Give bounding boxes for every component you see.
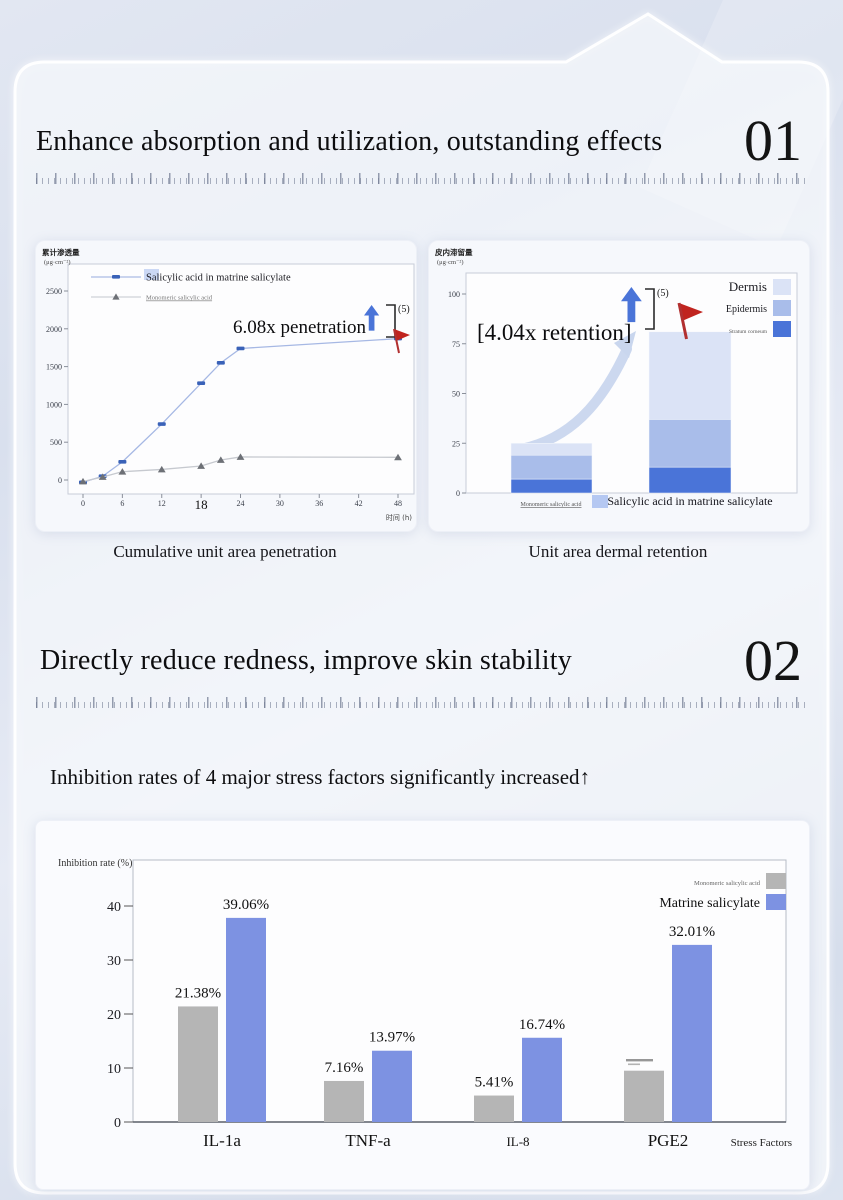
illegible-label [626,1059,653,1066]
y-axis: 0 500 1000 1500 2000 2500 累计渗透量 (μg·cm⁻²) [42,247,80,485]
inhibition-bar-chart: 0 10 20 30 40 Inhibition rate (%) 21.38% 3… [58,858,792,1150]
value-label: 32.01% [669,924,715,940]
svg-text:时间 (h): 时间 (h) [386,513,412,522]
bar-group-IL-1a: 21.38% 39.06% IL-1a [175,897,269,1150]
svg-text:Dermis: Dermis [729,279,767,294]
svg-text:12: 12 [158,499,166,508]
stacked-bar-monomeric [510,443,593,494]
legend-label-matrine: Salicylic acid in matrine salicylate [146,273,291,284]
legend-label-matrine: Matrine salicylate [659,896,760,911]
legend: Dermis Epidermis Stratum corneum [726,279,791,337]
red-flag-icon [393,328,410,354]
bar-group-PGE2: 32.01% PGE2 [624,924,715,1150]
svg-text:48: 48 [394,499,402,508]
svg-text:皮内滞留量: 皮内滞留量 [434,247,473,257]
red-flag-icon [677,302,703,340]
svg-text:20: 20 [107,1008,121,1023]
curved-arrow-head [614,331,636,358]
svg-text:1500: 1500 [46,363,62,372]
svg-text:24: 24 [237,499,245,508]
svg-text:36: 36 [315,499,323,508]
svg-text:0: 0 [58,476,62,485]
stacked-bar-matrine [648,331,732,494]
value-label: 21.38% [175,985,221,1001]
value-label: 16.74% [519,1017,565,1033]
x-axis: 0 6 12 18 24 30 36 42 48 时间 (h) [81,494,412,522]
caption-retention: Unit area dermal retention [528,542,708,561]
svg-text:50: 50 [452,390,460,399]
section-2-number: 02 [744,628,802,693]
penetration-line-chart: 0 500 1000 1500 2000 2500 累计渗透量 (μg·cm⁻²)… [42,247,415,522]
category-label: IL-1a [203,1131,241,1150]
x-axis-title: Stress Factors [731,1137,792,1149]
value-label: 7.16% [325,1060,364,1076]
penetration-chart-card: 0 500 1000 1500 2000 2500 累计渗透量 (μg·cm⁻²)… [35,240,417,532]
svg-text:30: 30 [107,954,121,969]
svg-text:1000: 1000 [46,400,62,409]
svg-text:2000: 2000 [46,325,62,334]
x-axis: Monomeric salicylic acid Salicylic acid … [521,494,773,508]
section-1-title: Enhance absorption and utilization, outs… [36,126,663,157]
svg-text:100: 100 [448,290,460,299]
ruler-divider-2 [36,697,805,708]
bar-group-IL-8: 5.41% 16.74% IL-8 [474,1017,565,1149]
annotation-penetration: 6.08x penetration (5) [233,304,410,354]
value-label: 39.06% [223,897,269,913]
caption-penetration: Cumulative unit area penetration [113,542,337,561]
legend: Salicylic acid in matrine salicylate Mon… [91,269,291,302]
y-axis: 0 25 50 75 100 皮内滞留量 (μg·cm⁻²) [434,247,473,498]
category-label: PGE2 [648,1131,689,1150]
svg-text:(μg·cm⁻²): (μg·cm⁻²) [44,259,71,266]
svg-text:Salicylic acid in matrine sali: Salicylic acid in matrine salicylate [607,494,772,508]
legend: Monomeric salicylic acid Matrine salicyl… [659,873,786,911]
inhibition-chart-card: 0 10 20 30 40 Inhibition rate (%) 21.38% 3… [35,820,810,1190]
svg-text:6.08x penetration: 6.08x penetration [233,317,366,338]
svg-text:25: 25 [452,439,460,448]
inhibition-subtitle: Inhibition rates of 4 major stress facto… [50,765,591,789]
legend-label-monomeric: Monomeric salicylic acid [694,880,761,887]
svg-text:6: 6 [120,499,124,508]
svg-text:42: 42 [355,499,363,508]
svg-text:0: 0 [456,489,460,498]
svg-text:10: 10 [107,1062,121,1077]
bar-group-TNF-a: 7.16% 13.97% TNF-a [324,1030,415,1150]
svg-text:[4.04x retention]: [4.04x retention] [477,320,632,345]
svg-text:30: 30 [276,499,284,508]
section-2-title: Directly reduce redness, improve skin st… [40,645,572,676]
legend-label-monomeric: Monomeric salicylic acid [146,295,213,302]
up-arrow-icon [364,305,380,331]
svg-text:2500: 2500 [46,287,62,296]
category-label: TNF-a [345,1131,391,1150]
svg-text:0: 0 [81,499,85,508]
category-label: IL-8 [506,1134,529,1149]
reference-bracket: (5) [386,304,410,338]
retention-chart-card: 0 25 50 75 100 皮内滞留量 (μg·cm⁻²) Dermis Epi… [428,240,810,532]
svg-text:18: 18 [195,497,208,512]
svg-text:累计渗透量: 累计渗透量 [42,247,80,257]
value-label: 13.97% [369,1030,415,1046]
svg-text:500: 500 [50,438,62,447]
section-1-number: 01 [744,108,802,173]
svg-text:(5): (5) [657,288,669,299]
svg-text:Inhibition rate (%): Inhibition rate (%) [58,858,132,869]
svg-text:0: 0 [114,1116,121,1131]
annotation-retention: [4.04x retention] (5) [477,287,703,345]
value-label: 5.41% [475,1075,514,1091]
svg-text:(μg·cm⁻²): (μg·cm⁻²) [437,259,464,266]
reference-bracket: (5) [645,288,669,330]
up-arrow-icon [621,287,642,323]
svg-text:Monomeric salicylic acid: Monomeric salicylic acid [521,502,582,508]
retention-stacked-chart: 0 25 50 75 100 皮内滞留量 (μg·cm⁻²) Dermis Epi… [434,247,798,508]
ruler-divider-1 [36,173,805,184]
svg-text:Epidermis: Epidermis [726,304,767,315]
svg-text:Stratum corneum: Stratum corneum [729,329,768,335]
svg-text:(5): (5) [398,304,410,315]
svg-text:75: 75 [452,340,460,349]
svg-text:40: 40 [107,900,121,915]
y-axis: 0 10 20 30 40 Inhibition rate (%) [58,858,133,1131]
series-monomeric [79,453,402,485]
